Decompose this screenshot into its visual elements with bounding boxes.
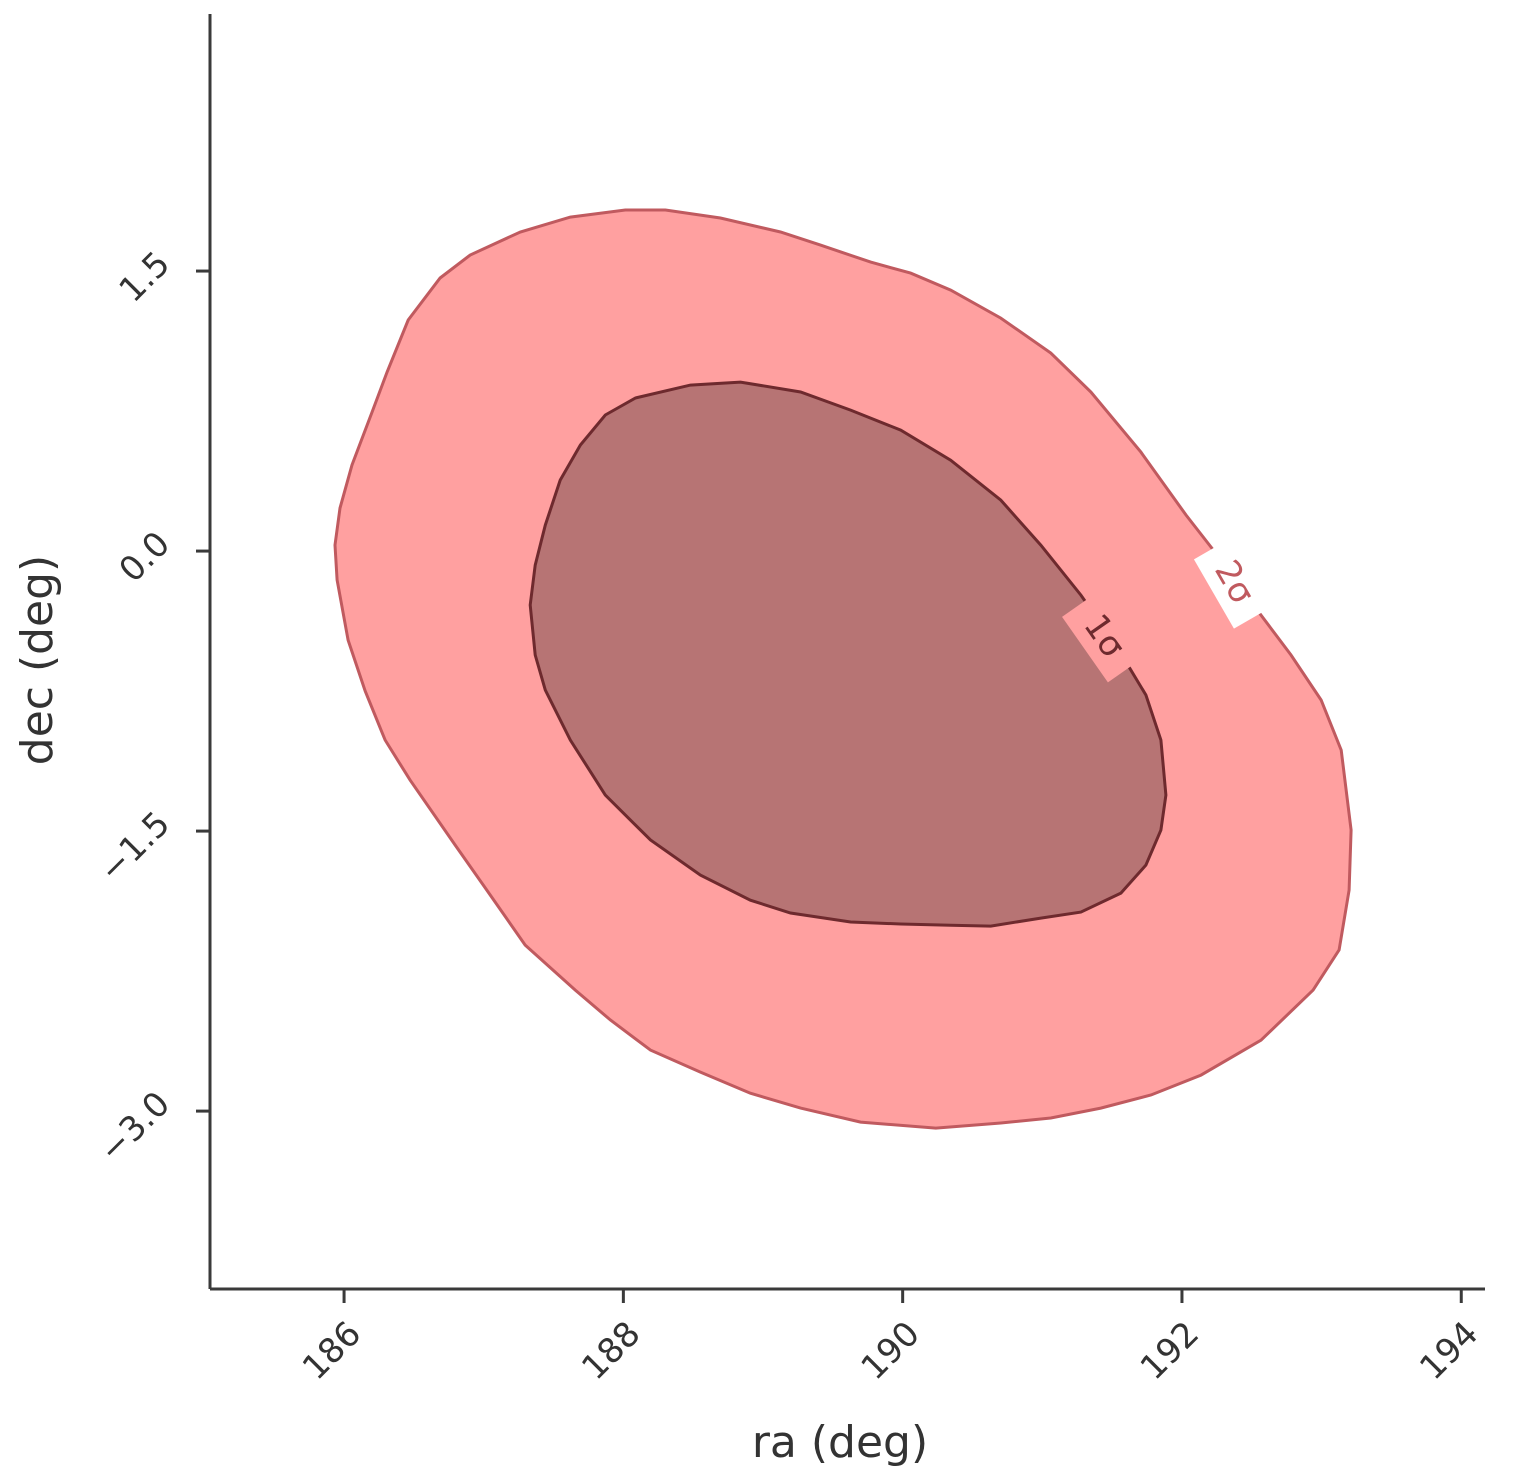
label-mask [1062, 591, 1144, 683]
y-tick-label: −1.5 [91, 804, 178, 891]
y-tick-label: 0.0 [112, 524, 179, 591]
x-tick-label: 186 [295, 1314, 369, 1388]
y-tick-label: 1.5 [112, 244, 179, 311]
x-tick-label: 192 [1133, 1314, 1207, 1388]
x-tick-label: 188 [574, 1314, 648, 1388]
contour-region [528, 380, 1168, 928]
y-axis-label: dec (deg) [12, 555, 63, 765]
label-mask [1193, 537, 1273, 629]
x-axis-label: ra (deg) [752, 1417, 928, 1468]
x-tick-label: 190 [854, 1314, 928, 1388]
y-tick-label: −3.0 [91, 1084, 178, 1171]
x-tick-label: 194 [1412, 1314, 1486, 1388]
